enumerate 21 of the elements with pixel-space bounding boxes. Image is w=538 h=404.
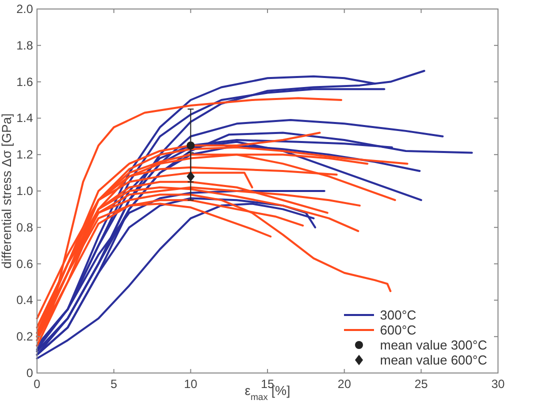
y-tick-label: 1.8: [16, 38, 34, 52]
x-tick-label: 30: [491, 377, 505, 391]
y-axis-title: differential stress Δσ [GPa]: [0, 113, 14, 269]
y-tick-label: 1.2: [16, 148, 34, 162]
legend-label: 600°C: [380, 322, 416, 338]
x-tick-label: 20: [338, 377, 352, 391]
y-tick-label: 0.8: [16, 220, 34, 234]
x-tick-label: 10: [184, 377, 198, 391]
legend-label: mean value 300°C: [380, 338, 488, 352]
legend-label: mean value 600°C: [380, 352, 488, 368]
y-tick-label: 0: [26, 366, 34, 380]
y-tick-label: 1.0: [16, 184, 34, 198]
x-tick-label: 25: [414, 377, 428, 391]
y-tick-label: 2.0: [16, 2, 34, 16]
y-tick-label: 1.6: [16, 74, 34, 89]
x-tick-label: 5: [110, 377, 118, 391]
y-tick-label: 0.2: [16, 330, 34, 344]
legend-label: 300°C: [380, 308, 416, 322]
y-tick-label: 1.4: [16, 111, 34, 126]
y-tick-label: 0.6: [16, 256, 34, 271]
y-tick-label: 0.4: [16, 293, 34, 308]
